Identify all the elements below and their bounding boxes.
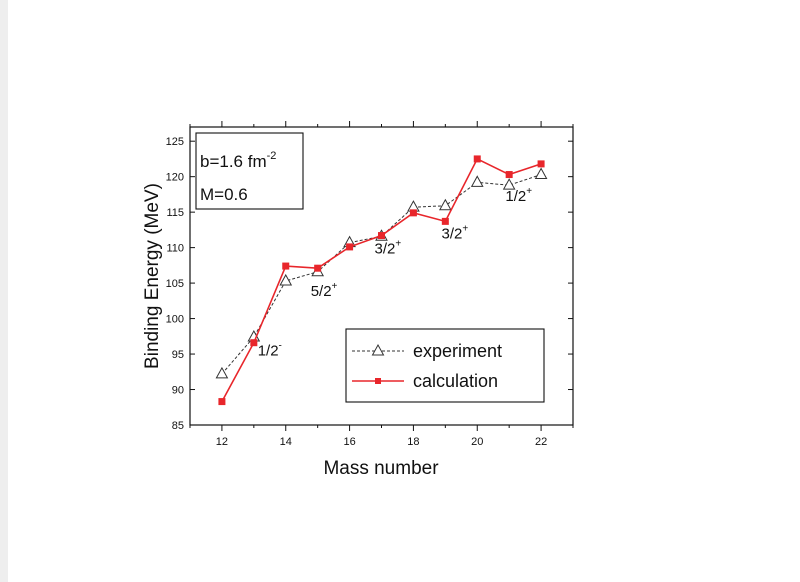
x-tick-label: 18 [407, 436, 419, 448]
y-tick-label: 85 [172, 420, 184, 432]
parameters-line-1: b=1.6 fm-2 [200, 150, 276, 171]
data-point-calculation [282, 262, 290, 270]
spin-annotation: 1/2+ [505, 186, 532, 205]
spin-annotation: 1/2- [258, 340, 282, 359]
data-point-calculation [505, 171, 513, 179]
data-point-experiment [279, 273, 293, 286]
series-layer [215, 155, 548, 406]
x-tick-label: 14 [280, 436, 292, 448]
spin-annotation-value: 1/2 [505, 188, 526, 205]
data-point-calculation [409, 209, 417, 217]
data-point-calculation [346, 243, 354, 251]
spin-annotation-parity: + [462, 223, 468, 234]
spin-annotation-value: 3/2 [442, 225, 463, 242]
scan-edge [0, 0, 8, 582]
y-tick-label: 115 [166, 207, 184, 219]
data-point-experiment [534, 167, 548, 180]
x-tick-label: 20 [471, 436, 483, 448]
data-point-calculation [250, 339, 258, 347]
legend-calculation-marker [375, 378, 381, 384]
x-tick-label: 22 [535, 436, 547, 448]
legend-calculation-label: calculation [413, 371, 498, 391]
y-tick-label: 95 [172, 349, 184, 361]
data-point-calculation [218, 398, 226, 406]
data-point-calculation [473, 155, 481, 163]
y-tick-label: 90 [172, 385, 184, 397]
data-point-experiment [502, 178, 516, 190]
x-axis-label: Mass number [323, 458, 439, 479]
legend-frame [345, 328, 545, 403]
y-tick-label: 110 [166, 243, 184, 255]
y-tick-label: 125 [166, 136, 184, 148]
spin-annotation-parity: + [332, 281, 338, 292]
y-axis: 85 90 95 100 105 110 115 120 125 [166, 136, 573, 432]
annotation-layer: 1/2-5/2+3/2+3/2+1/2+ [258, 186, 533, 360]
legend-experiment-marker [371, 343, 385, 356]
spin-annotation-value: 3/2 [375, 240, 396, 257]
y-tick-label: 105 [166, 278, 184, 290]
parameters-line-1-superscript: -2 [267, 150, 277, 162]
data-point-experiment [438, 198, 452, 211]
parameters-box: b=1.6 fm-2 M=0.6 [195, 132, 304, 210]
x-tick-label: 12 [216, 436, 228, 448]
data-point-calculation [537, 160, 545, 168]
data-point-experiment [215, 366, 229, 379]
spin-annotation-parity: + [395, 238, 401, 249]
data-point-calculation [378, 232, 385, 240]
parameters-line-1-text: b=1.6 fm [200, 152, 267, 171]
y-tick-label: 100 [166, 314, 184, 326]
parameters-line-2: M=0.6 [200, 185, 248, 204]
spin-annotation: 5/2+ [311, 281, 338, 300]
spin-annotation-value: 1/2 [258, 342, 279, 359]
legend: experiment calculation [345, 328, 545, 403]
parameters-box-frame [195, 132, 304, 210]
data-point-calculation [441, 217, 449, 225]
legend-experiment-label: experiment [413, 341, 502, 361]
spin-annotation-parity: + [526, 186, 532, 197]
series-line-calculation [221, 157, 542, 402]
y-axis-label: Binding Energy (MeV) [142, 183, 163, 369]
data-point-calculation [314, 264, 322, 272]
x-tick-label: 16 [343, 436, 355, 448]
x-axis: 12 14 16 18 20 22 [189, 121, 574, 448]
spin-annotation: 3/2+ [442, 223, 469, 242]
spin-annotation-parity: - [279, 340, 282, 351]
y-tick-label: 120 [166, 172, 184, 184]
spin-annotation-value: 5/2 [311, 283, 332, 300]
spin-annotation: 3/2+ [375, 238, 402, 257]
data-point-experiment [470, 175, 484, 187]
